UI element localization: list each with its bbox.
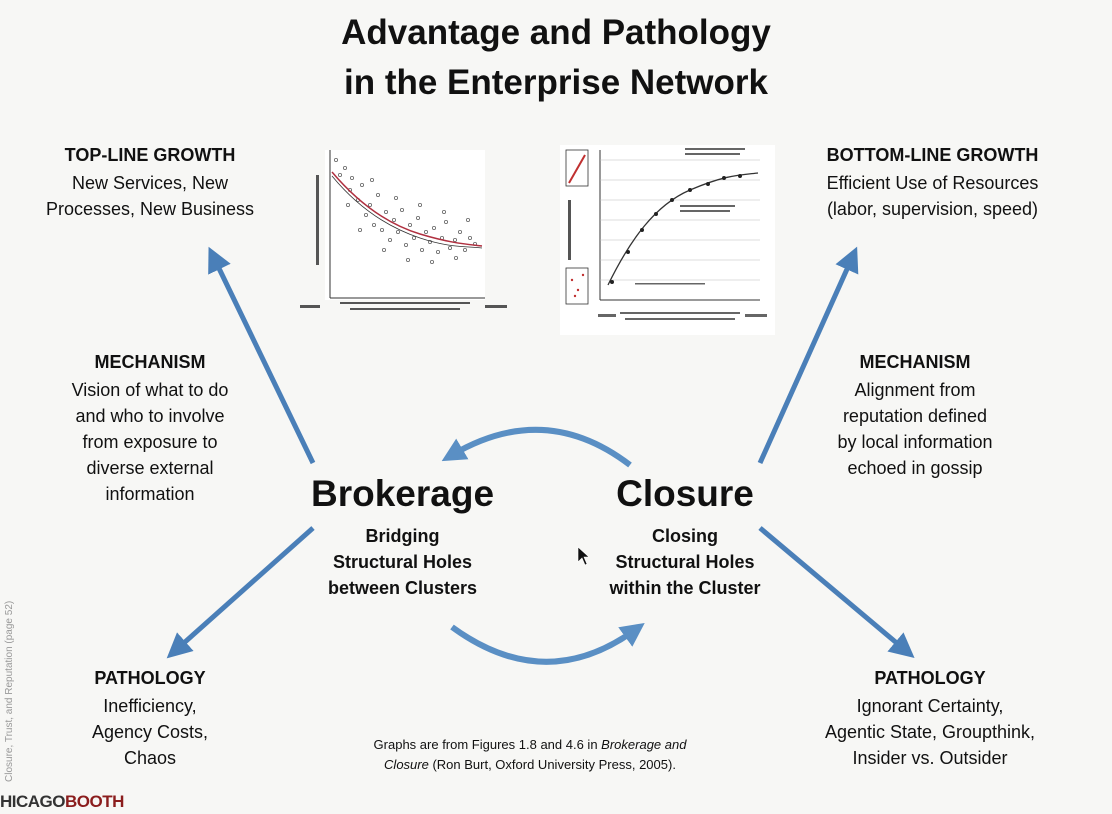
bottom-line-growth-text: Efficient Use of Resources (labor, super… xyxy=(826,173,1039,219)
logo-part-2: BOOTH xyxy=(65,792,124,811)
top-line-growth-heading: TOP-LINE GROWTH xyxy=(64,145,236,165)
mechanism-right-block: MECHANISM Alignment from reputation defi… xyxy=(805,352,1025,481)
top-line-growth-text: New Services, New Processes, New Busines… xyxy=(45,173,255,219)
arrow-closure-to-pathology xyxy=(758,526,915,659)
title-line-1: Advantage and Pathology xyxy=(341,13,771,52)
mechanism-left-heading: MECHANISM xyxy=(94,352,206,372)
cycle-arrow-bottom xyxy=(450,622,645,665)
mechanism-left-text: Vision of what to do and who to involve … xyxy=(71,380,229,504)
mechanism-right-text: Alignment from reputation defined by loc… xyxy=(837,380,993,478)
brokerage-title: Brokerage xyxy=(310,473,495,514)
footnote-prefix: Graphs are from Figures 1.8 and 4.6 in xyxy=(373,737,602,752)
figure-source-note: Graphs are from Figures 1.8 and 4.6 in B… xyxy=(320,735,740,775)
pathology-left-text: Inefficiency, Agency Costs, Chaos xyxy=(91,696,209,768)
arrow-closure-to-bottom-line xyxy=(757,246,859,465)
slide-title: Advantage and Pathology in the Enterpris… xyxy=(0,8,1112,108)
bottom-line-growth-heading: BOTTOM-LINE GROWTH xyxy=(826,145,1039,165)
brokerage-block: Brokerage Bridging Structural Holes betw… xyxy=(290,473,515,601)
pathology-right-block: PATHOLOGY Ignorant Certainty, Agentic St… xyxy=(790,668,1070,771)
footnote-book-title-2: Closure xyxy=(384,757,429,772)
footnote-suffix: (Ron Burt, Oxford University Press, 2005… xyxy=(428,757,676,772)
pathology-right-text: Ignorant Certainty, Agentic State, Group… xyxy=(824,696,1036,768)
closure-block: Closure Closing Structural Holes within … xyxy=(570,473,800,601)
mouse-cursor-icon xyxy=(577,546,590,566)
brokerage-scatter-thumbnail xyxy=(300,150,507,310)
arrow-brokerage-to-top-line xyxy=(208,246,316,465)
pathology-left-block: PATHOLOGY Inefficiency, Agency Costs, Ch… xyxy=(50,668,250,771)
brokerage-text: Bridging Structural Holes between Cluste… xyxy=(327,526,478,598)
logo-part-1: HICAGO xyxy=(0,792,66,811)
cycle-arrow-top xyxy=(441,426,632,468)
title-line-2: in the Enterprise Network xyxy=(344,63,768,102)
top-line-growth-block: TOP-LINE GROWTH New Services, New Proces… xyxy=(20,145,280,222)
arrow-brokerage-to-pathology xyxy=(166,526,315,659)
closure-curve-thumbnail xyxy=(560,145,775,335)
chicago-booth-logo: HICAGOBOOTH xyxy=(0,792,124,812)
mechanism-left-block: MECHANISM Vision of what to do and who t… xyxy=(45,352,255,507)
closure-title: Closure xyxy=(616,473,754,514)
closure-text: Closing Structural Holes within the Clus… xyxy=(609,526,761,598)
footnote-book-title-1: Brokerage and xyxy=(601,737,687,752)
pathology-right-heading: PATHOLOGY xyxy=(874,668,986,688)
mechanism-right-heading: MECHANISM xyxy=(859,352,971,372)
bottom-line-growth-block: BOTTOM-LINE GROWTH Efficient Use of Reso… xyxy=(795,145,1070,222)
pathology-left-heading: PATHOLOGY xyxy=(94,668,206,688)
